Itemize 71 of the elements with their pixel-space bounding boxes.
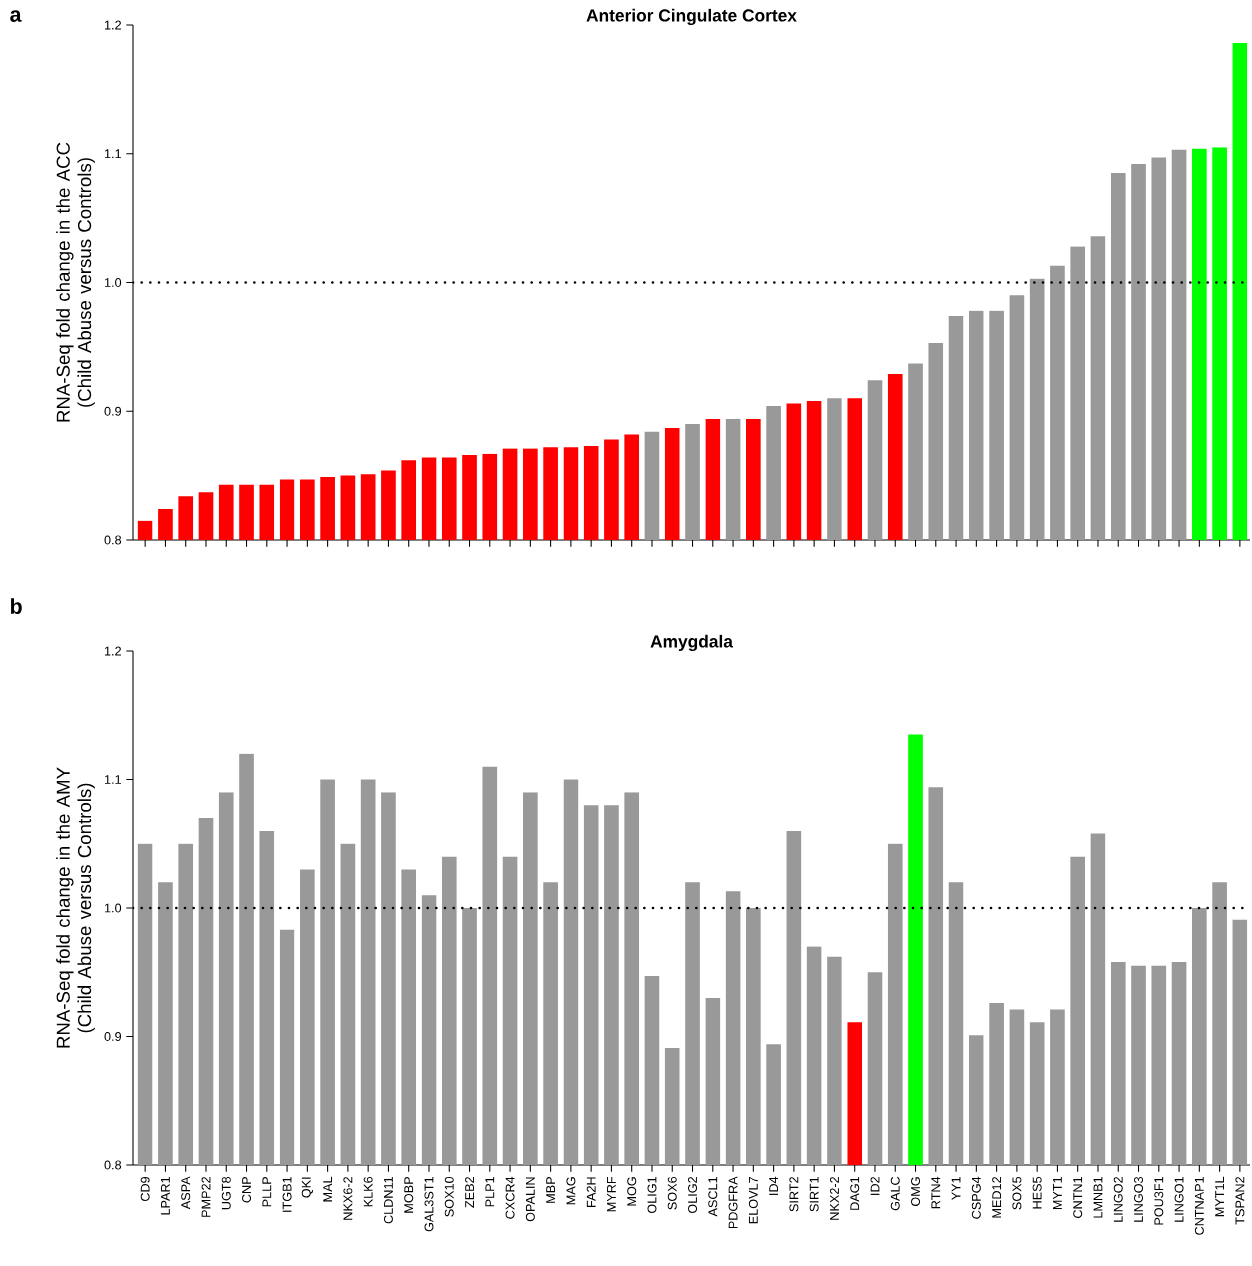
y-tick-label: 0.8 xyxy=(104,535,122,545)
x-tick-label: SIRT2 xyxy=(789,1177,799,1212)
x-tick-label: MOG xyxy=(627,1177,637,1206)
x-tick-label: QKI xyxy=(301,1177,313,1198)
x-tick-label: OLIG1 xyxy=(647,1177,657,1214)
x-tick-label: ASCL1 xyxy=(708,1177,718,1217)
x-tick-label: SIRT1 xyxy=(809,1177,819,1212)
y-tick-label: 0.8 xyxy=(104,1160,122,1170)
x-tick-label: DAG1 xyxy=(850,1177,860,1210)
x-tick-label: NKX2-2 xyxy=(830,1177,839,1220)
x-tick-label: RTN4 xyxy=(931,1176,941,1209)
x-tick-label: OLIG2 xyxy=(688,1177,698,1214)
x-tick-label: ZEB2 xyxy=(465,1177,474,1208)
x-tick-label: UGT8 xyxy=(221,1176,231,1210)
x-tick-label: HES5 xyxy=(1032,1176,1042,1209)
chart-title: Anterior Cingulate Cortex xyxy=(586,8,797,26)
x-tick-label: ID4 xyxy=(769,1176,778,1195)
x-tick-label: SOX10 xyxy=(444,1176,454,1217)
x-tick-label: MOBP xyxy=(404,1177,414,1213)
y-axis-title: RNA-Seq fold change in the ACC (Child Abuse versus Controls) xyxy=(56,142,95,422)
x-tick-label: MYRF xyxy=(607,1176,616,1212)
x-tick-label: YY1 xyxy=(951,1177,961,1201)
x-tick-label: CNTN1 xyxy=(1073,1177,1083,1218)
x-tick-label: OPALIN xyxy=(525,1177,535,1222)
x-tick-label: MED12 xyxy=(992,1177,1002,1218)
x-tick-label: FA2H xyxy=(586,1177,596,1208)
text: b xyxy=(11,598,22,614)
x-tick-label: GAL3ST1 xyxy=(424,1177,434,1232)
x-tick-label: KLK6 xyxy=(363,1176,373,1207)
x-tick-label: PLLP xyxy=(262,1177,272,1207)
x-tick-label: MAG xyxy=(566,1177,576,1205)
y-tick-label: 0.9 xyxy=(104,1032,122,1041)
x-tick-label: CXCR4 xyxy=(505,1176,515,1219)
y-tick-label: 1.2 xyxy=(104,646,121,656)
x-tick-label: CNTNAP1 xyxy=(1194,1177,1204,1235)
x-tick-label: LPAR1 xyxy=(161,1177,170,1215)
x-tick-label: ITGB1 xyxy=(282,1177,292,1212)
x-tick-label: MBP xyxy=(546,1177,555,1203)
chart-title: Amygdala xyxy=(650,634,734,652)
x-tick-label: PLP1 xyxy=(485,1177,495,1207)
text: a xyxy=(10,10,22,22)
x-tick-label: OMG xyxy=(911,1177,921,1207)
x-tick-label: ELOVL7 xyxy=(748,1177,758,1224)
y-axis-title: RNA-Seq fold change in the AMY (Child Abuse versus Controls) xyxy=(56,767,95,1048)
x-tick-label: ASPA xyxy=(181,1176,191,1210)
x-tick-label: CD9 xyxy=(140,1176,150,1202)
y-tick-label: 1.0 xyxy=(104,278,122,287)
x-tick-label: GALC xyxy=(890,1176,900,1211)
x-tick-label: SOX5 xyxy=(1012,1176,1022,1210)
y-tick-label: 1.1 xyxy=(104,149,121,159)
x-tick-label: PDGFRA xyxy=(728,1176,738,1229)
x-tick-label: LINGO1 xyxy=(1174,1177,1184,1222)
x-tick-label: LINGO3 xyxy=(1134,1176,1143,1222)
x-tick-label: PMP22 xyxy=(201,1177,211,1217)
x-tick-label: POU3F1 xyxy=(1154,1177,1164,1225)
y-tick-label: 1.2 xyxy=(104,20,121,30)
x-tick-label: CNP xyxy=(242,1177,252,1203)
x-tick-label: MAL xyxy=(323,1176,332,1202)
x-tick-label: CLDN11 xyxy=(383,1177,393,1224)
y-tick-label: 0.9 xyxy=(104,406,122,416)
x-tick-label: NKX6-2 xyxy=(343,1177,353,1220)
x-tick-label: TSPAN2 xyxy=(1235,1177,1245,1225)
y-tick-label: 1.0 xyxy=(104,903,122,913)
x-tick-label: LMNB1 xyxy=(1093,1177,1103,1218)
y-tick-label: 1.1 xyxy=(104,775,121,784)
x-tick-label: SOX6 xyxy=(667,1176,677,1210)
x-tick-label: ID2 xyxy=(870,1177,880,1195)
x-tick-label: LINGO2 xyxy=(1113,1177,1123,1222)
x-tick-label: CSPG4 xyxy=(971,1176,981,1219)
x-tick-label: MYT1 xyxy=(1053,1177,1062,1210)
x-tick-label: MYT1L xyxy=(1215,1176,1224,1217)
